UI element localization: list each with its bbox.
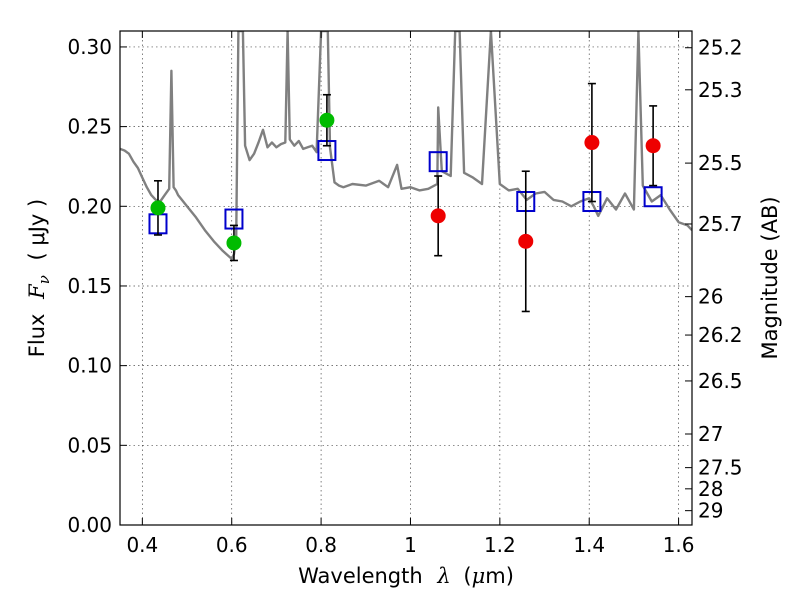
y-tick-label: 0.30 bbox=[67, 35, 112, 59]
observed-flux-point bbox=[430, 208, 446, 224]
x-axis-label-prefix: Wavelength bbox=[298, 564, 423, 588]
model-spectrum-line bbox=[120, 31, 692, 261]
observed-flux-point bbox=[150, 200, 166, 216]
y-tick-label: 0.25 bbox=[67, 115, 112, 139]
y-tick-label: 0.00 bbox=[67, 513, 112, 537]
observed-flux-point bbox=[226, 235, 242, 251]
x-tick-label: 0.6 bbox=[216, 533, 248, 557]
mag-tick-label: 28 bbox=[698, 477, 723, 501]
x-tick-label: 1.2 bbox=[484, 533, 516, 557]
y-axis-label-symbol: F bbox=[25, 283, 49, 300]
mag-tick-label: 25.7 bbox=[698, 212, 743, 236]
mag-tick-label: 25.5 bbox=[698, 151, 743, 175]
model-flux-square bbox=[428, 151, 448, 173]
x-axis-label-mu: μ bbox=[472, 564, 486, 588]
y-tick-label: 0.15 bbox=[67, 274, 112, 298]
y2-axis-label: Magnitude (AB) bbox=[758, 196, 782, 359]
observed-flux-point bbox=[584, 135, 600, 151]
plot-area bbox=[120, 31, 692, 313]
y-tick-label: 0.05 bbox=[67, 433, 112, 457]
x-tick-label: 1.4 bbox=[573, 533, 605, 557]
x-axis-label: Wavelength λ (μm) bbox=[298, 564, 514, 588]
y-axis-label-prefix: Flux bbox=[25, 314, 49, 358]
observed-flux-point bbox=[518, 233, 534, 249]
y-axis-label-unit: ( μJy ) bbox=[25, 199, 49, 261]
observed-flux-point bbox=[645, 138, 661, 154]
x-axis-label-unit: m) bbox=[485, 564, 514, 588]
plot-frame bbox=[119, 30, 693, 526]
mag-tick-label: 26.2 bbox=[698, 323, 743, 347]
x-tick-label: 1.6 bbox=[663, 533, 695, 557]
mag-tick-label: 29 bbox=[698, 499, 723, 523]
x-tick-label: 0.4 bbox=[126, 533, 158, 557]
mag-tick-label: 26 bbox=[698, 285, 723, 309]
observed-flux-point bbox=[319, 112, 335, 128]
x-axis-label-open: ( bbox=[463, 564, 471, 588]
y-axis-label: Flux Fν ( μJy ) bbox=[25, 199, 54, 357]
mag-tick-label: 26.5 bbox=[698, 369, 743, 393]
x-tick-label: 0.8 bbox=[305, 533, 337, 557]
grid-lines bbox=[120, 31, 692, 526]
mag-tick-label: 25.3 bbox=[698, 78, 743, 102]
model-flux-square bbox=[643, 186, 663, 208]
mag-tick-label: 27.5 bbox=[698, 456, 743, 480]
y-tick-label: 0.10 bbox=[67, 354, 112, 378]
mag-tick-label: 27 bbox=[698, 422, 723, 446]
mag-tick-label: 25.2 bbox=[698, 36, 743, 60]
y-axis-label-sub: ν bbox=[35, 275, 53, 284]
y-tick-label: 0.20 bbox=[67, 194, 112, 218]
x-tick-label: 1 bbox=[404, 533, 417, 557]
axis-ticks: 0.4 0.6 0.8 1 1.2 1.4 1.6 0.00 0.05 0.10 0.15 0.20 0… bbox=[67, 31, 743, 557]
x-axis-label-symbol: λ bbox=[436, 564, 450, 588]
